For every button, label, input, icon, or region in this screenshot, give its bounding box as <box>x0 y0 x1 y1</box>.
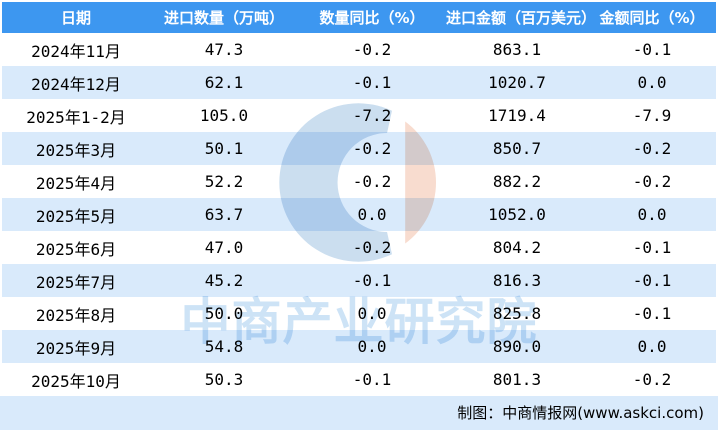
date-cell: 2025年1-2月 <box>26 107 126 127</box>
value-cell: -0.1 <box>632 238 672 257</box>
credit-text: 制图：中商情报网(www.askci.com) <box>457 404 704 422</box>
value-cell: -0.1 <box>352 73 392 92</box>
value-cell: 1719.4 <box>488 106 546 125</box>
date-cell: 2025年9月 <box>35 338 117 358</box>
value-cell: 890.0 <box>492 337 542 356</box>
table-header-row: 日期 进口数量（万吨） 数量同比（%） 进口金额（百万美元） 金额同比（%） <box>2 2 716 33</box>
table-body: 2024年11月 47.3 -0.2 863.1 -0.1 2024年12月 62.1 -0.… <box>2 33 716 396</box>
date-cell: 2025年3月 <box>35 140 117 160</box>
value-cell: 1052.0 <box>488 205 546 224</box>
value-cell: 62.1 <box>204 73 244 92</box>
table-row: 2025年5月 63.7 0.0 1052.0 0.0 <box>2 198 716 231</box>
column-header-quantity-yoy: 数量同比（%） <box>298 2 446 33</box>
table-row: 2025年4月 52.2 -0.2 882.2 -0.2 <box>2 165 716 198</box>
import-data-table: 日期 进口数量（万吨） 数量同比（%） 进口金额（百万美元） 金额同比（%） 2… <box>2 2 716 396</box>
value-cell: -0.1 <box>632 271 672 290</box>
value-cell: 105.0 <box>199 106 249 125</box>
value-cell: -0.2 <box>632 172 672 191</box>
value-cell: 0.0 <box>357 337 387 356</box>
table-row: 2025年1-2月 105.0 -7.2 1719.4 -7.9 <box>2 99 716 132</box>
value-cell: 0.0 <box>357 304 387 323</box>
value-cell: 50.0 <box>204 304 244 323</box>
value-cell: 0.0 <box>637 205 667 224</box>
date-cell: 2025年7月 <box>35 272 117 292</box>
value-cell: -0.1 <box>632 304 672 323</box>
column-header-import-value: 进口金额（百万美元） <box>446 2 596 33</box>
value-cell: 825.8 <box>492 304 542 323</box>
value-cell: 45.2 <box>204 271 244 290</box>
value-cell: 54.8 <box>204 337 244 356</box>
date-cell: 2025年8月 <box>35 305 117 325</box>
value-cell: -0.2 <box>352 40 392 59</box>
value-cell: 801.3 <box>492 370 542 389</box>
table-row: 2025年7月 45.2 -0.1 816.3 -0.1 <box>2 264 716 297</box>
table-row: 2025年9月 54.8 0.0 890.0 0.0 <box>2 330 716 363</box>
value-cell: -7.9 <box>632 106 672 125</box>
value-cell: -0.2 <box>352 172 392 191</box>
column-header-value-yoy: 金额同比（%） <box>588 2 716 33</box>
value-cell: 804.2 <box>492 238 542 257</box>
value-cell: -0.1 <box>352 370 392 389</box>
value-cell: 52.2 <box>204 172 244 191</box>
value-cell: -0.2 <box>352 238 392 257</box>
value-cell: 816.3 <box>492 271 542 290</box>
value-cell: -0.2 <box>352 139 392 158</box>
table-row: 2024年11月 47.3 -0.2 863.1 -0.1 <box>2 33 716 66</box>
date-cell: 2025年6月 <box>35 239 117 259</box>
table-row: 2025年3月 50.1 -0.2 850.7 -0.2 <box>2 132 716 165</box>
value-cell: 50.3 <box>204 370 244 389</box>
date-cell: 2025年5月 <box>35 206 117 226</box>
date-cell: 2025年10月 <box>31 371 121 391</box>
table-row: 2025年8月 50.0 0.0 825.8 -0.1 <box>2 297 716 330</box>
value-cell: 0.0 <box>637 73 667 92</box>
value-cell: -0.2 <box>632 370 672 389</box>
table-row: 2025年6月 47.0 -0.2 804.2 -0.1 <box>2 231 716 264</box>
value-cell: 0.0 <box>637 337 667 356</box>
table-row: 2025年10月 50.3 -0.1 801.3 -0.2 <box>2 363 716 396</box>
value-cell: -0.1 <box>352 271 392 290</box>
credit-footer: 制图：中商情报网(www.askci.com) <box>0 396 718 430</box>
value-cell: 47.0 <box>204 238 244 257</box>
value-cell: 63.7 <box>204 205 244 224</box>
table-row: 2024年12月 62.1 -0.1 1020.7 0.0 <box>2 66 716 99</box>
value-cell: 50.1 <box>204 139 244 158</box>
value-cell: 0.0 <box>357 205 387 224</box>
value-cell: -0.1 <box>632 40 672 59</box>
value-cell: -7.2 <box>352 106 392 125</box>
column-header-date: 日期 <box>2 2 150 33</box>
column-header-import-quantity: 进口数量（万吨） <box>150 2 298 33</box>
value-cell: 47.3 <box>204 40 244 59</box>
value-cell: 850.7 <box>492 139 542 158</box>
date-cell: 2024年11月 <box>31 41 121 61</box>
value-cell: 1020.7 <box>488 73 546 92</box>
date-cell: 2024年12月 <box>31 74 121 94</box>
value-cell: 863.1 <box>492 40 542 59</box>
date-cell: 2025年4月 <box>35 173 117 193</box>
value-cell: 882.2 <box>492 172 542 191</box>
value-cell: -0.2 <box>632 139 672 158</box>
